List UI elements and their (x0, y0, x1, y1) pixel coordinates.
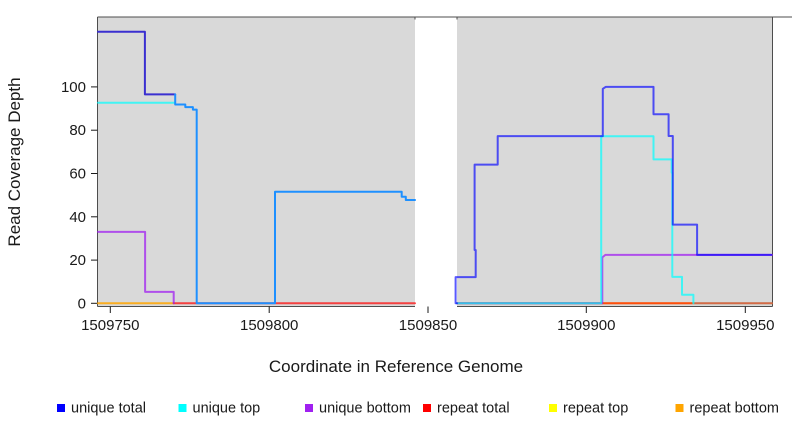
svg-text:20: 20 (69, 252, 86, 269)
svg-text:repeat top: repeat top (563, 401, 628, 417)
svg-text:1509750: 1509750 (81, 317, 139, 334)
svg-text:60: 60 (69, 166, 86, 183)
svg-text:repeat total: repeat total (437, 401, 510, 417)
svg-text:Read Coverage Depth: Read Coverage Depth (5, 77, 24, 246)
svg-text:unique top: unique top (193, 401, 261, 417)
svg-text:1509900: 1509900 (557, 317, 615, 334)
svg-text:Coordinate in Reference Genome: Coordinate in Reference Genome (269, 357, 523, 376)
svg-text:unique total: unique total (71, 401, 146, 417)
svg-text:80: 80 (69, 122, 86, 139)
svg-text:1509850: 1509850 (399, 317, 457, 334)
svg-text:unique bottom: unique bottom (319, 401, 411, 417)
svg-text:100: 100 (61, 79, 86, 96)
svg-text:repeat bottom: repeat bottom (690, 401, 779, 417)
svg-text:40: 40 (69, 209, 86, 226)
svg-text:0: 0 (78, 295, 86, 312)
svg-text:1509950: 1509950 (716, 317, 774, 334)
svg-text:1509800: 1509800 (240, 317, 298, 334)
